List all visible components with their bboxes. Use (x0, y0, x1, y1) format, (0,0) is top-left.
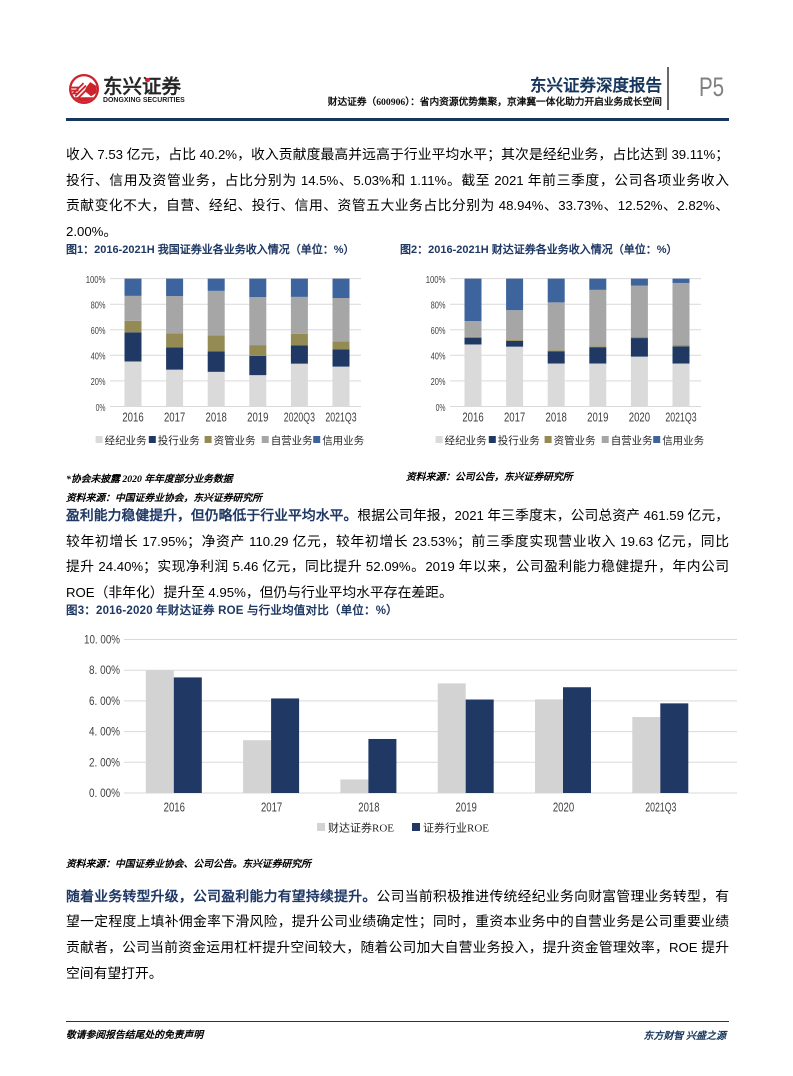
svg-text:投行业务: 投行业务 (498, 434, 540, 447)
svg-text:20%: 20% (431, 377, 446, 388)
svg-text:2. 00%: 2. 00% (89, 755, 120, 769)
svg-text:2016: 2016 (164, 800, 185, 815)
svg-text:2017: 2017 (164, 410, 185, 425)
svg-text:2017: 2017 (261, 800, 282, 815)
svg-text:2020Q3: 2020Q3 (284, 410, 315, 425)
svg-text:资管业务: 资管业务 (554, 434, 596, 447)
svg-text:2016: 2016 (122, 410, 143, 425)
svg-text:2019: 2019 (587, 410, 608, 425)
svg-text:资管业务: 资管业务 (214, 434, 256, 447)
svg-text:0. 00%: 0. 00% (89, 786, 120, 800)
svg-text:自营业务: 自营业务 (271, 434, 313, 447)
svg-text:投行业务: 投行业务 (158, 434, 200, 447)
svg-text:40%: 40% (431, 352, 446, 363)
svg-text:80%: 80% (431, 301, 446, 312)
svg-text:2021Q3: 2021Q3 (645, 800, 676, 815)
svg-text:80%: 80% (91, 301, 106, 312)
svg-text:0%: 0% (96, 403, 106, 414)
svg-text:40%: 40% (91, 352, 106, 363)
svg-text:4. 00%: 4. 00% (89, 725, 120, 739)
svg-text:经纪业务: 经纪业务 (105, 434, 147, 447)
svg-text:60%: 60% (91, 326, 106, 337)
svg-text:财达证券ROE: 财达证券ROE (328, 821, 394, 835)
svg-text:2019: 2019 (456, 800, 477, 815)
svg-text:2018: 2018 (206, 410, 227, 425)
svg-text:8. 00%: 8. 00% (89, 663, 120, 677)
svg-text:信用业务: 信用业务 (322, 434, 364, 447)
svg-text:2016: 2016 (462, 410, 483, 425)
svg-text:信用业务: 信用业务 (662, 434, 704, 447)
svg-text:60%: 60% (431, 326, 446, 337)
svg-text:100%: 100% (86, 275, 106, 286)
svg-text:2018: 2018 (546, 410, 567, 425)
svg-text:经纪业务: 经纪业务 (445, 434, 487, 447)
svg-text:自营业务: 自营业务 (611, 434, 653, 447)
svg-text:证券行业ROE: 证券行业ROE (423, 821, 489, 835)
svg-text:10. 00%: 10. 00% (84, 633, 120, 647)
svg-text:2021Q3: 2021Q3 (325, 410, 356, 425)
svg-text:2020: 2020 (553, 800, 574, 815)
svg-text:2018: 2018 (358, 800, 379, 815)
svg-text:2020: 2020 (629, 410, 650, 425)
svg-text:2017: 2017 (504, 410, 525, 425)
svg-text:2021Q3: 2021Q3 (665, 410, 696, 425)
svg-text:0%: 0% (436, 403, 446, 414)
svg-text:100%: 100% (426, 275, 446, 286)
svg-text:20%: 20% (91, 377, 106, 388)
svg-text:2019: 2019 (247, 410, 268, 425)
svg-text:6. 00%: 6. 00% (89, 694, 120, 708)
